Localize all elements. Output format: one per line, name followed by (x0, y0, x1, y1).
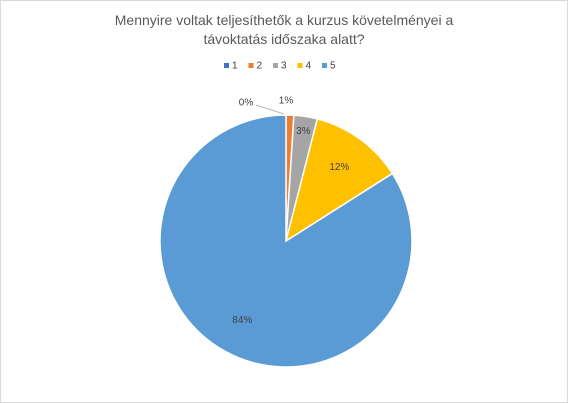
legend-label: 1 (232, 61, 238, 72)
data-label: 0% (239, 98, 254, 109)
pie-slice (159, 114, 413, 368)
legend-swatch (224, 63, 229, 68)
chart-title: Mennyire voltak teljesíthetők a kurzus k… (114, 12, 454, 47)
legend-label: 4 (306, 61, 312, 72)
pie-slice (284, 118, 394, 243)
legend-label: 5 (330, 61, 336, 72)
legend-swatch (322, 63, 327, 68)
legend-swatch (248, 63, 254, 68)
data-label: 3% (296, 126, 311, 137)
legend-swatch (297, 63, 303, 68)
data-label: 1% (279, 96, 294, 107)
legend-swatch (273, 63, 278, 68)
legend-label: 3 (281, 61, 287, 72)
data-label: 84% (232, 315, 252, 326)
legend-label: 2 (257, 61, 263, 72)
data-label: 12% (329, 162, 349, 173)
leader-line (255, 104, 285, 115)
